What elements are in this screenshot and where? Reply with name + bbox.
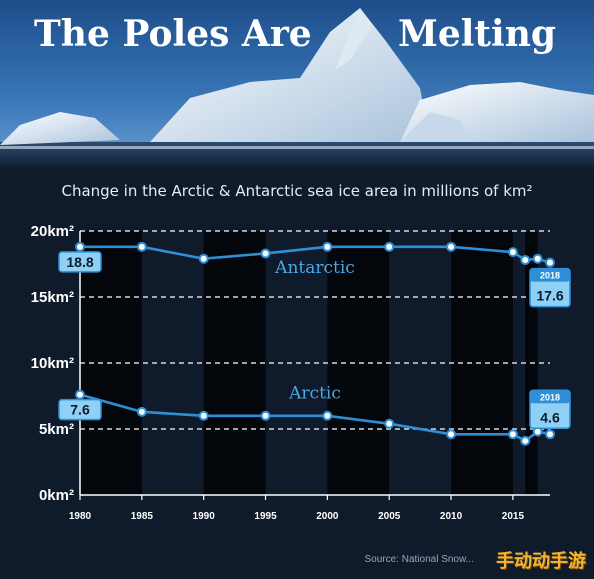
title-right: Melting	[398, 13, 556, 55]
sea-ice-chart: 0km² 5km² 10km² 15km² 20km² 1980 1985 1990 1995…	[31, 223, 571, 522]
data-point	[198, 410, 209, 421]
data-point	[446, 429, 457, 440]
data-point	[446, 241, 457, 252]
callout-end-year: 2018	[540, 271, 560, 281]
iceberg-illustration: The Poles Are Melting	[0, 0, 594, 170]
axes	[79, 231, 550, 496]
source-credit: Source: National Snow...	[364, 554, 474, 565]
callout-start-box	[58, 251, 102, 273]
callout-end-year-band	[530, 268, 570, 282]
data-point	[520, 255, 531, 266]
watermark: 手动动手游	[496, 551, 586, 572]
value-callouts: 18.8 2018 17.6 7.6 2018 4.6	[58, 251, 571, 430]
iceberg-left	[0, 112, 120, 145]
data-point	[260, 248, 271, 259]
x-tick-label: 1980	[69, 511, 92, 522]
title-left: The Poles Are	[34, 13, 312, 55]
data-point	[260, 410, 271, 421]
series-label-antarctic: Antarctic	[274, 258, 355, 278]
callout-end-year-band	[530, 390, 570, 404]
y-tick-label: 15km²	[31, 289, 74, 306]
x-tick-label: 2000	[316, 511, 339, 522]
chart-subtitle: Change in the Arctic & Antarctic sea ice…	[61, 182, 533, 200]
callout-start-value: 7.6	[70, 402, 90, 418]
x-tick-label: 2015	[502, 511, 525, 522]
y-ticks: 0km² 5km² 10km² 15km² 20km²	[31, 223, 74, 504]
data-point	[545, 257, 555, 268]
y-tick-label: 20km²	[31, 223, 74, 240]
callout-start-value: 18.8	[66, 254, 93, 270]
y-tick-label: 0km²	[39, 487, 74, 504]
gridlines	[80, 230, 550, 430]
data-point	[136, 406, 147, 417]
data-point	[75, 241, 85, 252]
callout-end-year: 2018	[540, 392, 560, 402]
data-point	[384, 418, 395, 429]
series-lines	[75, 241, 555, 446]
data-point	[507, 429, 518, 440]
x-tick-label: 1985	[131, 511, 154, 522]
x-tick-label: 1995	[254, 511, 277, 522]
data-point	[532, 253, 543, 264]
y-tick-label: 5km²	[39, 421, 74, 438]
callout-end-value: 17.6	[536, 288, 563, 304]
data-point	[545, 429, 555, 440]
data-point	[322, 241, 333, 252]
data-point	[75, 389, 85, 400]
callout-start-box	[58, 398, 102, 421]
data-point	[322, 410, 333, 421]
data-point	[136, 241, 147, 252]
data-point	[198, 253, 209, 264]
callout-end-value: 4.6	[540, 409, 560, 425]
data-point	[384, 241, 395, 252]
x-tick-label: 2010	[440, 511, 463, 522]
data-point	[520, 435, 531, 446]
iceberg-header-image: The Poles Are Melting	[0, 0, 594, 170]
x-tick-label: 2005	[378, 511, 401, 522]
data-point	[507, 247, 518, 258]
x-tick-label: 1990	[193, 511, 216, 522]
series-label-arctic: Arctic	[288, 384, 341, 404]
series-labels: Antarctic Arctic	[274, 258, 355, 403]
x-ticks: 1980 1985 1990 1995 2000 2005 2010 2015	[69, 495, 525, 522]
y-tick-label: 10km²	[31, 355, 74, 372]
